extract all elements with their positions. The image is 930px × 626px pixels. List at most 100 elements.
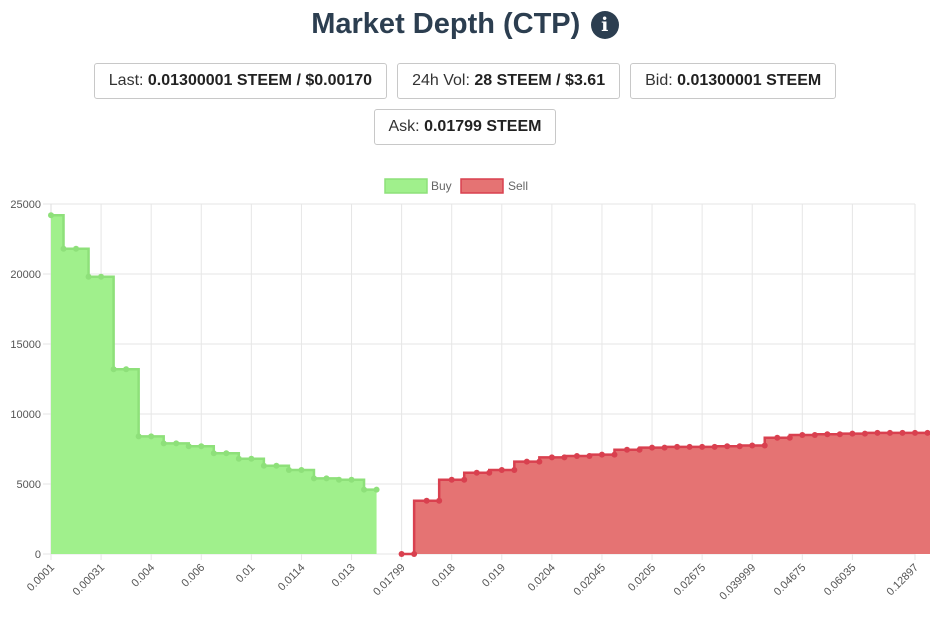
sell-point <box>799 432 806 438</box>
sell-point <box>624 446 630 453</box>
stat-ask: Ask: 0.01799 STEEM <box>373 109 557 145</box>
sell-point <box>849 430 856 437</box>
x-tick-label: 0.01 <box>234 562 258 586</box>
x-tick-label: 0.06035 <box>822 562 859 599</box>
sell-point <box>636 446 643 453</box>
sell-point <box>736 443 743 450</box>
sell-point <box>548 454 555 461</box>
buy-point <box>85 273 92 280</box>
stat-last-value: 0.01300001 STEEM / $0.00170 <box>147 72 373 89</box>
sell-point <box>423 497 430 504</box>
legend-swatch-sell <box>460 178 504 194</box>
sell-point <box>598 451 605 458</box>
y-tick-label: 5000 <box>17 479 41 491</box>
buy-point <box>123 366 130 373</box>
stat-volume-value: 28 STEEM / $3.61 <box>474 72 606 89</box>
sell-point <box>486 469 493 476</box>
sell-point <box>686 443 693 450</box>
sell-point <box>724 443 731 450</box>
x-tick-label: 0.02675 <box>672 562 709 599</box>
sell-point <box>461 476 468 483</box>
sell-point <box>498 467 505 473</box>
legend-label-sell: Sell <box>508 179 528 193</box>
buy-point <box>185 443 192 450</box>
stat-last: Last: 0.01300001 STEEM / $0.00170 <box>93 63 388 99</box>
chart-areas <box>51 213 930 556</box>
buy-line <box>51 213 377 491</box>
x-tick-label: 0.0204 <box>526 562 558 594</box>
sell-point <box>573 453 580 459</box>
buy-point <box>48 212 54 219</box>
buy-point <box>223 450 230 457</box>
y-tick-label: 15000 <box>10 339 41 351</box>
sell-point <box>448 476 455 483</box>
sell-point <box>511 467 518 473</box>
buy-point <box>210 450 217 457</box>
sell-point <box>611 451 618 458</box>
y-tick-label: 10000 <box>10 409 41 421</box>
sell-point <box>523 458 530 465</box>
legend-swatch-buy <box>384 178 428 194</box>
x-tick-label: 0.0205 <box>626 562 658 594</box>
chart-legend: Buy Sell <box>384 178 528 194</box>
x-tick-label: 0.039999 <box>717 562 758 603</box>
buy-point <box>361 486 368 493</box>
sell-point <box>861 430 868 437</box>
sell-point <box>774 434 781 441</box>
x-tick-label: 0.00031 <box>71 562 108 599</box>
sell-point <box>874 429 881 436</box>
stat-ask-label: Ask: <box>388 118 420 135</box>
x-tick-label: 0.02045 <box>571 562 608 599</box>
buy-point <box>273 462 280 469</box>
buy-point <box>323 475 330 482</box>
buy-point <box>198 443 205 450</box>
chart-points <box>48 212 930 557</box>
sell-point <box>824 431 831 438</box>
stat-ask-value: 0.01799 STEEM <box>424 118 542 135</box>
buy-point <box>260 462 267 469</box>
buy-point <box>248 455 255 462</box>
sell-point <box>749 442 756 449</box>
buy-point <box>298 467 305 473</box>
x-axis-ticks: 0.0001 0.00031 0.004 0.006 0.01 0.0114 0.013 0.… <box>25 562 921 603</box>
sell-point <box>924 429 930 436</box>
sell-point <box>711 443 718 450</box>
x-tick-label: 0.12897 <box>885 562 922 599</box>
x-tick-label: 0.018 <box>430 562 458 590</box>
y-tick-label: 20000 <box>10 269 41 281</box>
sell-point <box>699 443 706 450</box>
x-tick-label: 0.013 <box>330 562 358 590</box>
buy-point <box>235 455 242 462</box>
sell-point <box>649 444 656 451</box>
sell-point <box>674 443 681 450</box>
stat-volume-label: 24h Vol: <box>412 72 470 89</box>
x-tick-label: 0.004 <box>129 562 157 590</box>
buy-point <box>373 486 380 493</box>
buy-point <box>98 273 105 280</box>
sell-area <box>401 432 930 554</box>
buy-point <box>285 467 292 473</box>
x-tick-label: 0.0114 <box>276 562 308 594</box>
sell-point <box>886 429 893 436</box>
sell-point <box>586 453 593 459</box>
sell-point <box>661 444 668 451</box>
sell-point <box>536 458 543 465</box>
buy-point <box>348 476 355 483</box>
info-circle-icon[interactable]: i <box>590 10 619 39</box>
x-tick-label: 0.019 <box>480 562 508 590</box>
legend-label-buy: Buy <box>431 179 452 193</box>
x-tick-label: 0.01799 <box>371 562 408 599</box>
buy-point <box>160 440 167 447</box>
buy-point <box>73 245 80 252</box>
sell-point <box>411 551 418 557</box>
y-tick-label: 0 <box>35 549 41 561</box>
buy-point <box>148 433 155 440</box>
stat-bid-label: Bid: <box>645 72 673 89</box>
title-row: Market Depth (CTP) i <box>0 8 930 41</box>
x-tick-label: 0.006 <box>179 562 207 590</box>
sell-point <box>786 434 793 441</box>
y-axis-ticks: 0 5000 10000 15000 20000 25000 <box>10 199 41 561</box>
sell-point <box>398 551 405 557</box>
sell-point <box>912 429 918 436</box>
